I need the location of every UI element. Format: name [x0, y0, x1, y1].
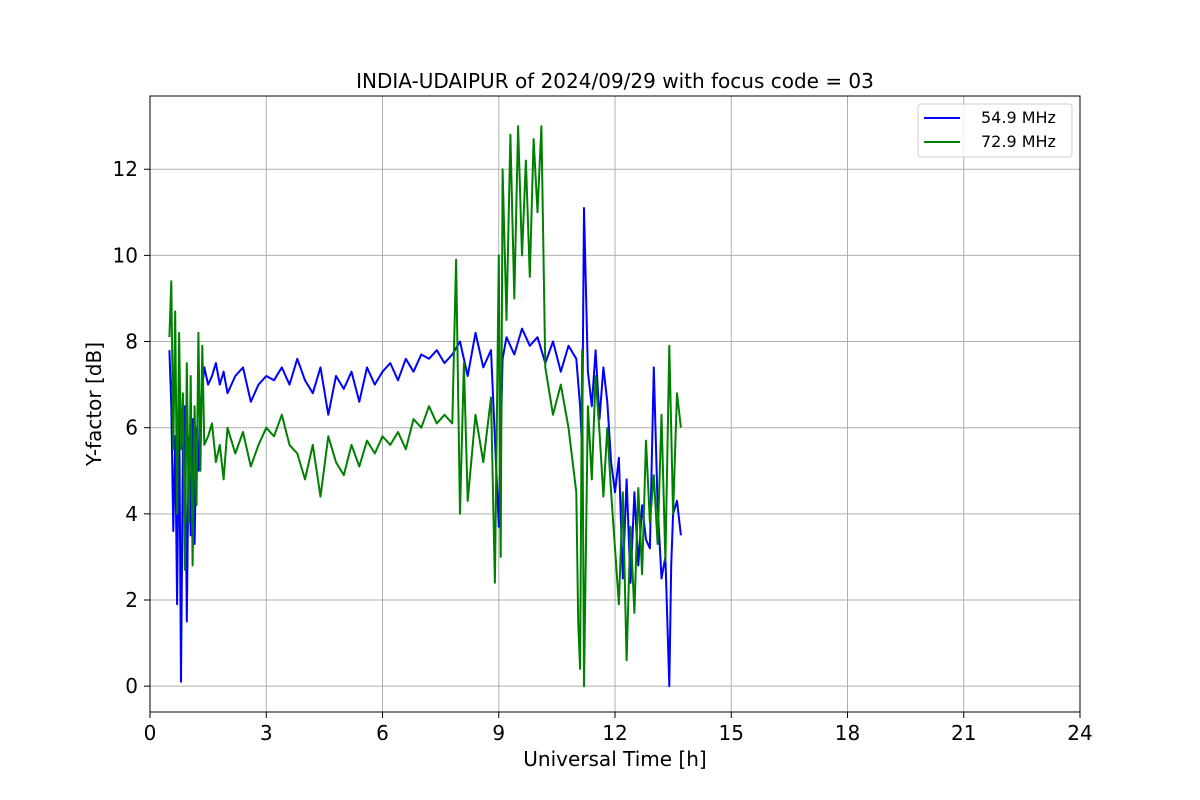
- x-tick-label: 21: [951, 721, 976, 745]
- y-tick-label: 12: [113, 157, 138, 181]
- x-tick-label: 0: [144, 721, 157, 745]
- legend: 54.9 MHz 72.9 MHz: [917, 103, 1073, 158]
- y-axis-label: Y-factor [dB]: [82, 342, 106, 467]
- x-axis-label: Universal Time [h]: [523, 747, 706, 771]
- legend-label-series-1: 54.9 MHz: [981, 108, 1056, 127]
- y-tick-label: 6: [125, 416, 138, 440]
- plot-series: [168, 125, 682, 688]
- x-tick-label: 6: [376, 721, 389, 745]
- y-tick-label: 8: [125, 330, 138, 354]
- y-tick-label: 2: [125, 588, 138, 612]
- y-tick-label: 4: [125, 502, 138, 526]
- x-tick-label: 15: [719, 721, 744, 745]
- x-tick-label: 24: [1067, 721, 1092, 745]
- y-tick-label: 0: [125, 674, 138, 698]
- chart-title: INDIA-UDAIPUR of 2024/09/29 with focus c…: [356, 69, 874, 93]
- x-axis-ticks: 0 3 6 9 12 15 18 21 24: [144, 712, 1093, 745]
- x-tick-label: 3: [260, 721, 273, 745]
- x-tick-label: 18: [835, 721, 860, 745]
- series-line-2: [168, 125, 682, 688]
- x-tick-label: 9: [492, 721, 505, 745]
- y-tick-label: 10: [113, 243, 138, 267]
- y-axis-ticks: 0 2 4 6 8 10 12: [113, 157, 150, 698]
- x-tick-label: 12: [602, 721, 627, 745]
- legend-label-series-2: 72.9 MHz: [981, 132, 1056, 151]
